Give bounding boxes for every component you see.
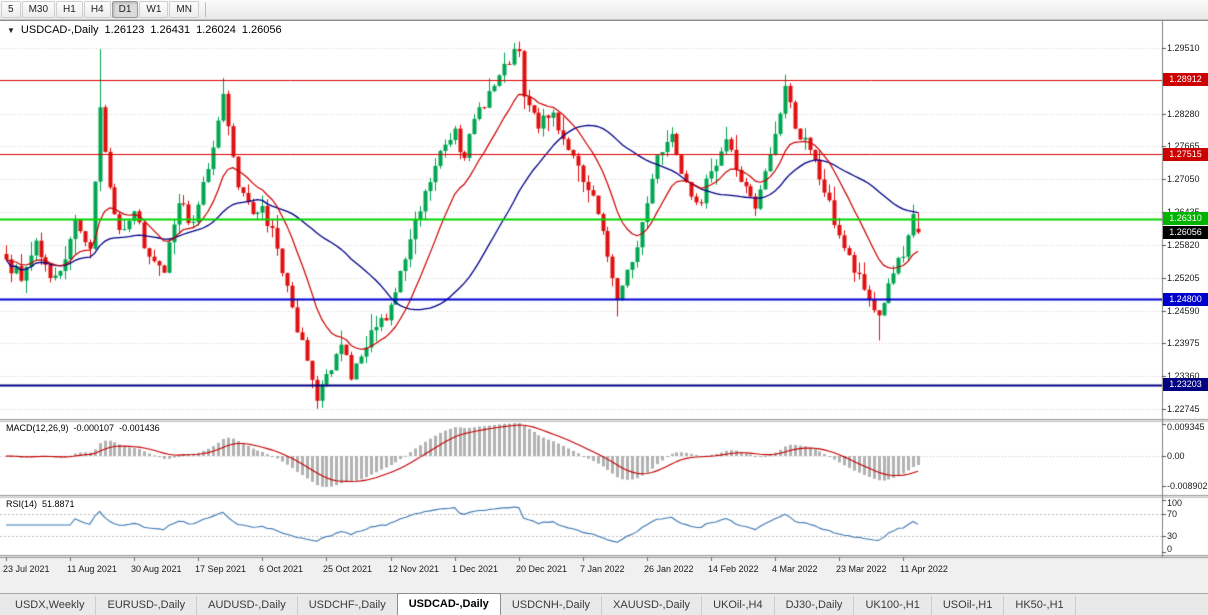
chart-tab-eurusd-daily[interactable]: EURUSD-,Daily xyxy=(96,596,198,615)
date-axis-label: 23 Mar 2022 xyxy=(836,564,887,574)
chart-tab-usdcad-daily[interactable]: USDCAD-,Daily xyxy=(396,593,501,615)
price-axis-label: 1.28280 xyxy=(1167,109,1200,119)
chart-tab-xauusd-daily[interactable]: XAUUSD-,Daily xyxy=(602,596,703,615)
timeframe-button-mn[interactable]: MN xyxy=(169,1,199,18)
timeframe-button-m30[interactable]: M30 xyxy=(21,1,56,18)
chart-tab-uk100-h1[interactable]: UK100-,H1 xyxy=(854,596,932,615)
date-axis-label: 25 Oct 2021 xyxy=(323,564,373,574)
chart-tab-audusd-daily[interactable]: AUDUSD-,Daily xyxy=(197,596,298,615)
macd-name: MACD(12,26,9) xyxy=(6,423,69,433)
timeframe-button-w1[interactable]: W1 xyxy=(139,1,169,18)
chart-title: ▼ USDCAD-,Daily 1.26123 1.26431 1.26024 … xyxy=(7,24,282,36)
macd-axis-label: -0.008902 xyxy=(1167,481,1208,491)
price-badge-support-1-24800: 1.24800 xyxy=(1163,293,1208,306)
rsi-axis-label: 0 xyxy=(1167,544,1173,554)
timeframe-button-h4[interactable]: H4 xyxy=(83,1,111,18)
date-axis-label: 17 Sep 2021 xyxy=(195,564,247,574)
price-axis-label: 1.23975 xyxy=(1167,338,1200,348)
date-axis-label: 7 Jan 2022 xyxy=(580,564,625,574)
price-chart-canvas[interactable] xyxy=(0,21,1208,581)
price-badge-resistance-1-27515: 1.27515 xyxy=(1163,148,1208,161)
date-axis-label: 4 Mar 2022 xyxy=(772,564,818,574)
ohlc-high: 1.26431 xyxy=(150,24,191,36)
price-badge-level-1-26310: 1.26310 xyxy=(1163,212,1208,225)
date-axis-label: 11 Aug 2021 xyxy=(67,564,117,574)
date-axis-label: 1 Dec 2021 xyxy=(452,564,499,574)
chart-tab-hk50-h1[interactable]: HK50-,H1 xyxy=(1004,596,1076,615)
rsi-axis-label: 70 xyxy=(1167,509,1178,519)
price-axis-label: 1.29510 xyxy=(1167,43,1200,53)
timeframe-button-d1[interactable]: D1 xyxy=(111,1,139,18)
rsi-axis-label: 30 xyxy=(1167,531,1178,541)
price-axis-label: 1.25820 xyxy=(1167,240,1200,250)
price-axis-label: 1.22745 xyxy=(1167,404,1200,414)
timeframe-toolbar: 5 M30 H1 H4 D1 W1 MN xyxy=(0,0,1208,20)
date-axis-label: 11 Apr 2022 xyxy=(900,564,948,574)
current-price-badge: 1.26056 xyxy=(1163,226,1208,239)
date-axis-label: 20 Dec 2021 xyxy=(516,564,568,574)
timeframe-button-5[interactable]: 5 xyxy=(1,1,21,18)
date-axis-label: 26 Jan 2022 xyxy=(644,564,694,574)
price-axis-label: 1.27665 xyxy=(1167,141,1200,151)
chart-tab-dj30-daily[interactable]: DJ30-,Daily xyxy=(775,596,855,615)
price-badge-support-1-23203: 1.23203 xyxy=(1163,378,1208,391)
chart-tabs-bar: USDX,Weekly EURUSD-,Daily AUDUSD-,Daily USD… xyxy=(0,593,1208,615)
ohlc-low: 1.26024 xyxy=(196,24,236,36)
rsi-axis-label: 100 xyxy=(1167,498,1183,508)
symbol-dropdown-icon[interactable]: ▼ xyxy=(7,25,15,35)
rsi-name: RSI(14) xyxy=(6,499,38,509)
date-axis-label: 14 Feb 2022 xyxy=(708,564,759,574)
chart-tab-usdcnh-daily[interactable]: USDCNH-,Daily xyxy=(501,596,603,615)
ohlc-open: 1.26123 xyxy=(104,24,145,36)
macd-main-value: -0.000107 xyxy=(73,423,115,433)
price-axis-label: 1.23360 xyxy=(1167,371,1200,381)
price-axis-label: 1.24590 xyxy=(1167,306,1200,316)
chart-symbol-label: USDCAD-,Daily xyxy=(20,24,99,36)
date-axis-label: 23 Jul 2021 xyxy=(3,564,50,574)
date-axis-label: 30 Aug 2021 xyxy=(131,564,182,574)
toolbar-separator xyxy=(204,2,206,17)
chart-tab-usdx-weekly[interactable]: USDX,Weekly xyxy=(4,596,97,615)
chart-window: ▼ USDCAD-,Daily 1.26123 1.26431 1.26024 … xyxy=(0,20,1208,581)
timeframe-button-h1[interactable]: H1 xyxy=(56,1,83,18)
chart-tab-usoil-h1[interactable]: USOil-,H1 xyxy=(932,596,1005,615)
date-axis-label: 12 Nov 2021 xyxy=(388,564,440,574)
price-axis-label: 1.25205 xyxy=(1167,273,1200,283)
chart-tab-usdchf-daily[interactable]: USDCHF-,Daily xyxy=(298,596,398,615)
macd-signal-value: -0.001436 xyxy=(119,423,160,433)
rsi-indicator-label: RSI(14) 51.8871 xyxy=(6,499,75,509)
macd-indicator-label: MACD(12,26,9) -0.000107 -0.001436 xyxy=(6,423,160,433)
price-axis-label: 1.27050 xyxy=(1167,174,1200,184)
chart-tab-ukoil-h4[interactable]: UKOil-,H4 xyxy=(702,596,775,615)
macd-axis-label: 0.00 xyxy=(1167,451,1185,461)
ohlc-close: 1.26056 xyxy=(241,24,282,36)
date-axis-label: 6 Oct 2021 xyxy=(259,564,304,574)
price-badge-resistance-1-28912: 1.28912 xyxy=(1163,73,1208,86)
macd-axis-label: 0.009345 xyxy=(1167,422,1205,432)
rsi-value: 51.8871 xyxy=(42,499,75,509)
